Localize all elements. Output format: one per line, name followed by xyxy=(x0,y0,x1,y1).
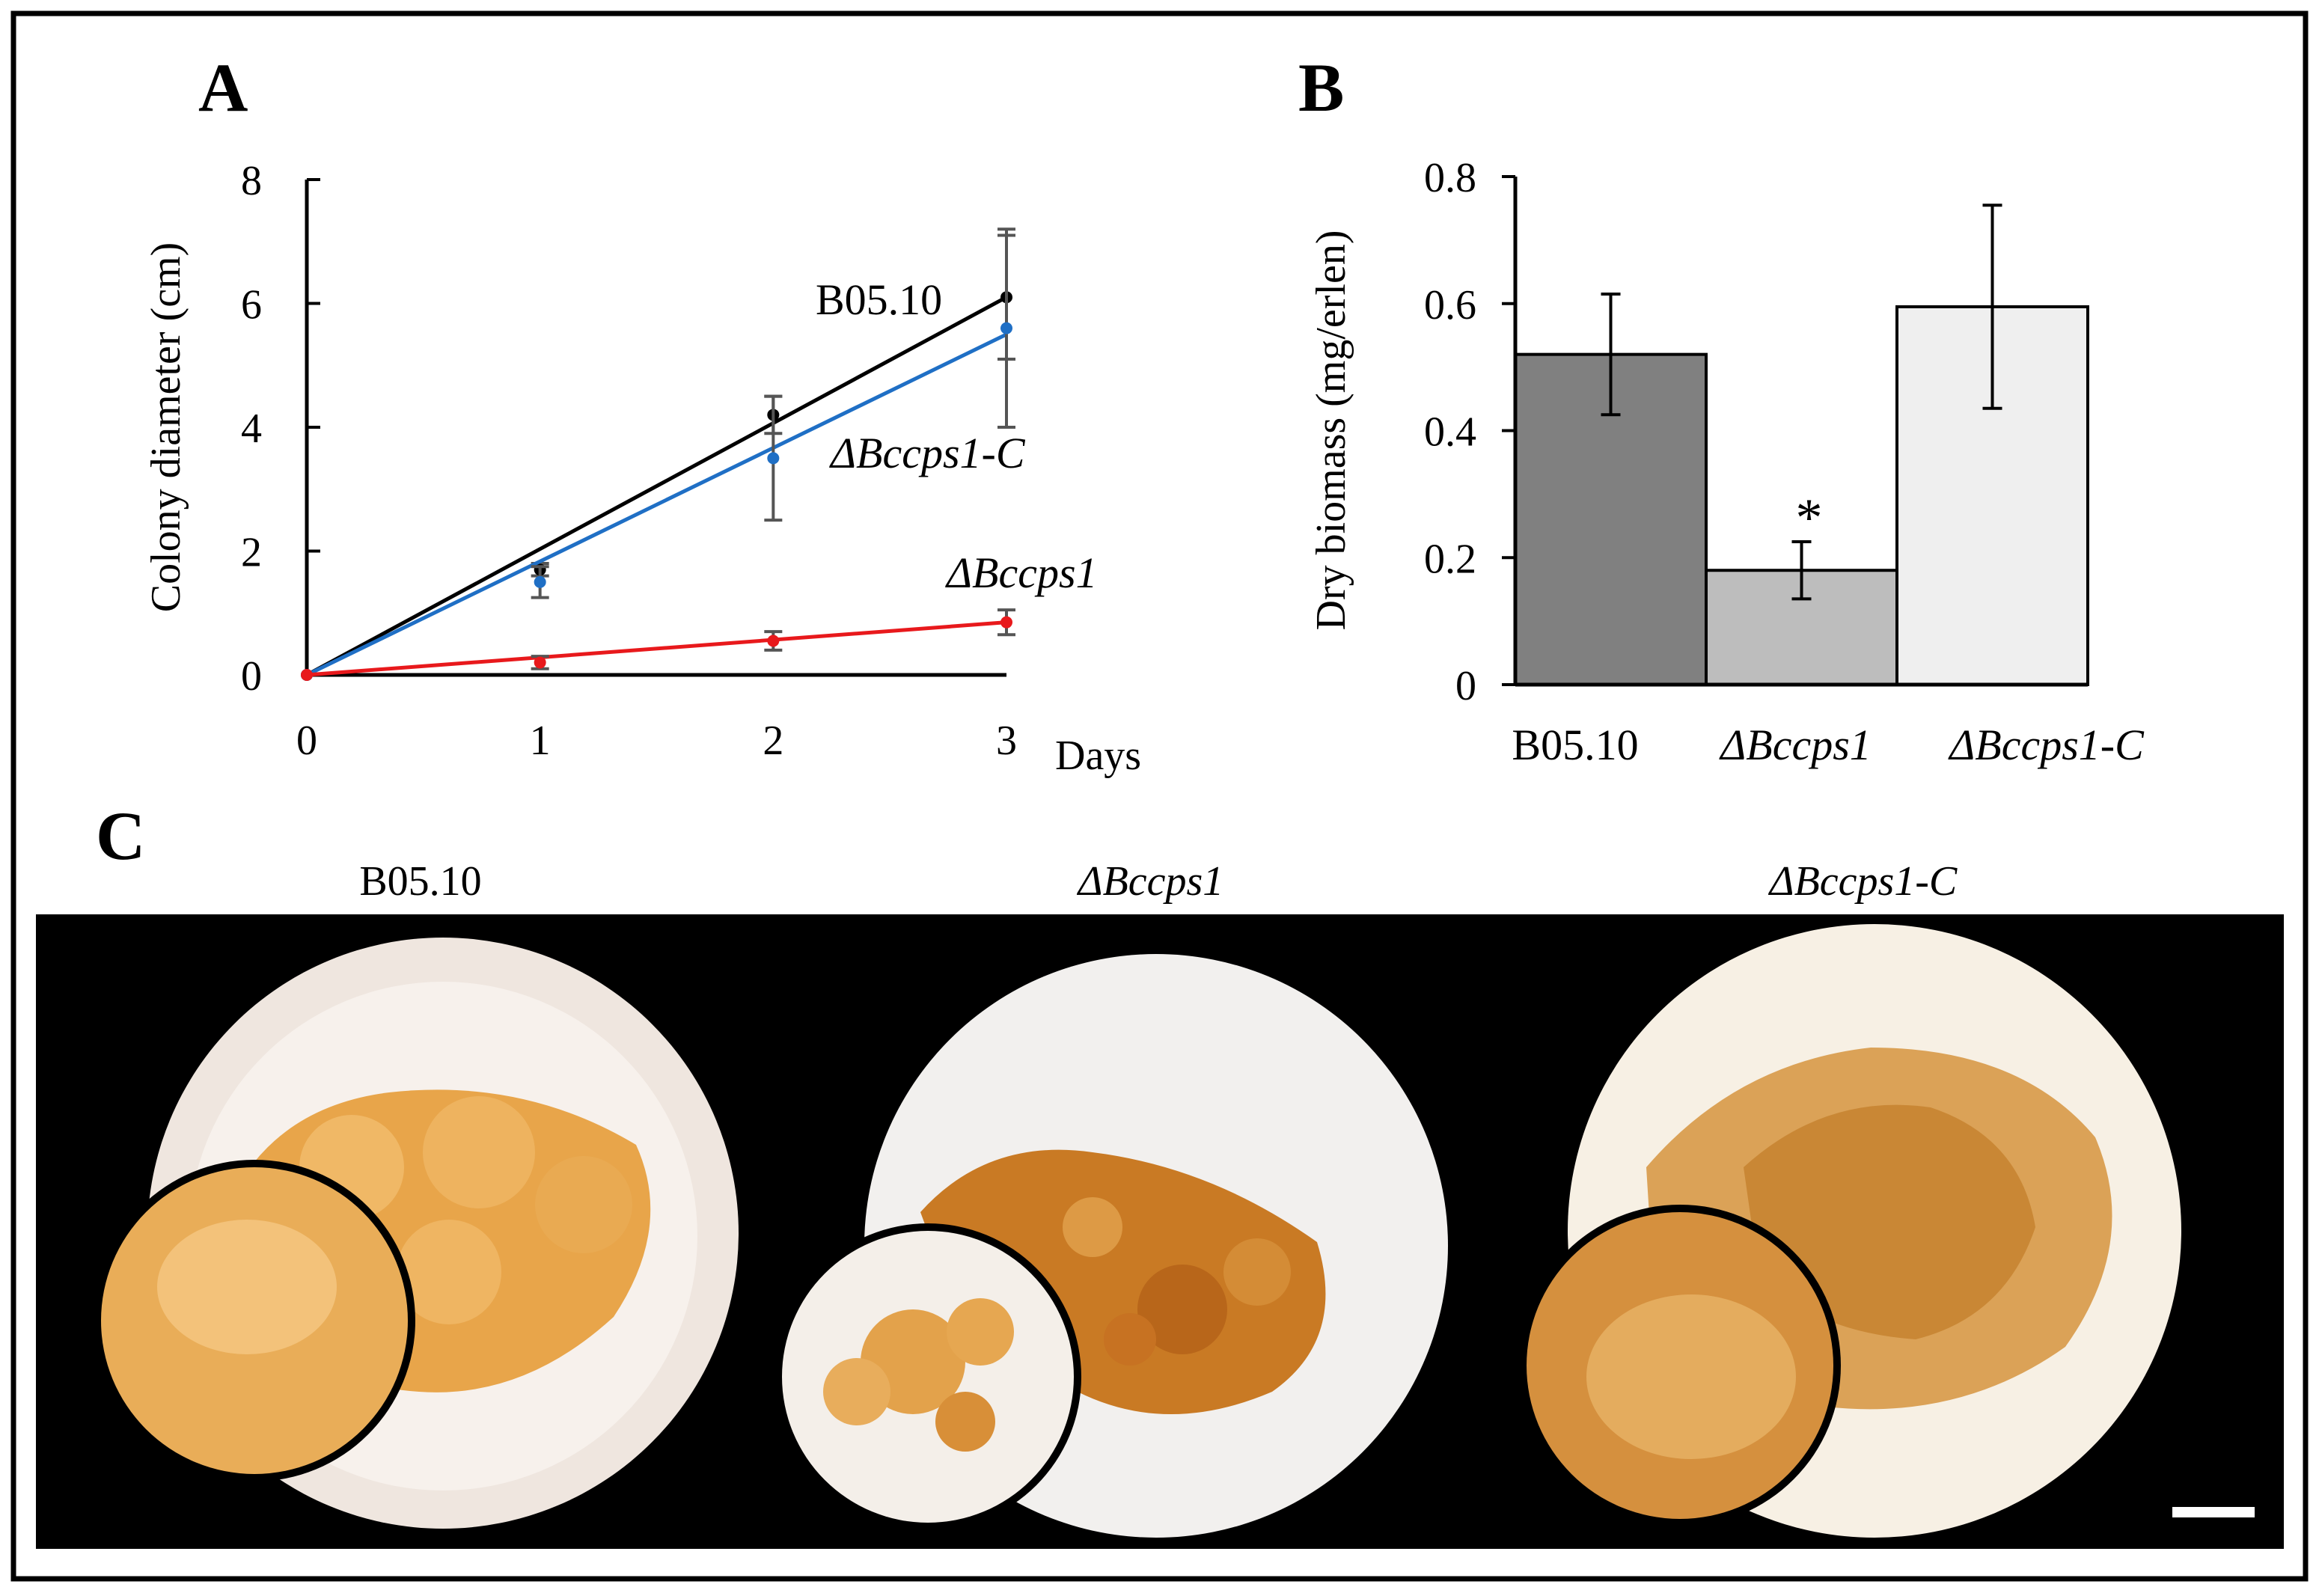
data-point xyxy=(301,669,313,681)
series-label-complemented: ΔBccps1-C xyxy=(829,429,1026,477)
series-label-mutant: ΔBccps1 xyxy=(945,548,1098,597)
panel-c-label: C xyxy=(96,798,145,874)
figure-border xyxy=(10,10,2309,1582)
y-tick-label: 0 xyxy=(241,653,262,700)
y-tick-label: 6 xyxy=(241,282,262,328)
petri-dish-complemented xyxy=(1519,924,2181,1538)
dry-biomass-chart: * Dry biomass (mg/erlen) 0 0.2 0.4 0.6 0.8 B… xyxy=(1308,155,2145,769)
significance-asterisk: * xyxy=(1796,488,1823,548)
y-tick-label: 0 xyxy=(1455,663,1476,709)
data-point xyxy=(767,452,780,465)
petri-dish-mutant xyxy=(774,954,1448,1538)
colony-diameter-chart: Colony diameter (cm) Days 0 2 4 6 8 0 1 2 3 B05… xyxy=(143,158,1141,779)
x-tick-label: 1 xyxy=(530,718,551,764)
y-tick-label: 2 xyxy=(241,530,262,576)
line-chart-x-label: Days xyxy=(1055,733,1141,779)
bar-category-label: ΔBccps1-C xyxy=(1948,721,2145,769)
line-chart-y-label: Colony diameter (cm) xyxy=(143,242,189,613)
data-point xyxy=(1000,616,1012,629)
trend-line xyxy=(305,332,1008,677)
y-tick-label: 0.8 xyxy=(1424,155,1476,201)
photo-caption-mutant: ΔBccps1 xyxy=(1077,858,1224,905)
y-tick-label: 4 xyxy=(241,406,262,452)
data-point xyxy=(1000,322,1012,334)
bar-category-label: ΔBccps1 xyxy=(1719,721,1872,769)
data-point xyxy=(767,635,780,647)
photo-caption-b05: B05.10 xyxy=(359,858,481,905)
data-point xyxy=(534,656,546,669)
bar-category-label: B05.10 xyxy=(1512,721,1638,769)
series-label-b05: B05.10 xyxy=(816,275,942,324)
y-tick-label: 0.2 xyxy=(1424,536,1476,582)
panel-b-label: B xyxy=(1298,49,1344,126)
y-tick-label: 8 xyxy=(241,158,262,204)
x-tick-label: 2 xyxy=(763,718,783,764)
trend-line xyxy=(306,620,1007,677)
panel-a-label: A xyxy=(198,49,248,126)
photo-caption-complemented: ΔBccps1-C xyxy=(1768,858,1958,905)
petri-dish-b05 xyxy=(94,938,739,1529)
y-tick-label: 0.6 xyxy=(1424,282,1476,328)
bar-chart-y-label: Dry biomass (mg/erlen) xyxy=(1308,230,1354,631)
y-tick-label: 0.4 xyxy=(1424,409,1476,456)
data-point xyxy=(534,575,546,588)
trend-line xyxy=(305,296,1008,677)
x-tick-label: 0 xyxy=(296,718,317,764)
x-tick-label: 3 xyxy=(996,718,1017,764)
scale-bar xyxy=(2172,1507,2255,1517)
